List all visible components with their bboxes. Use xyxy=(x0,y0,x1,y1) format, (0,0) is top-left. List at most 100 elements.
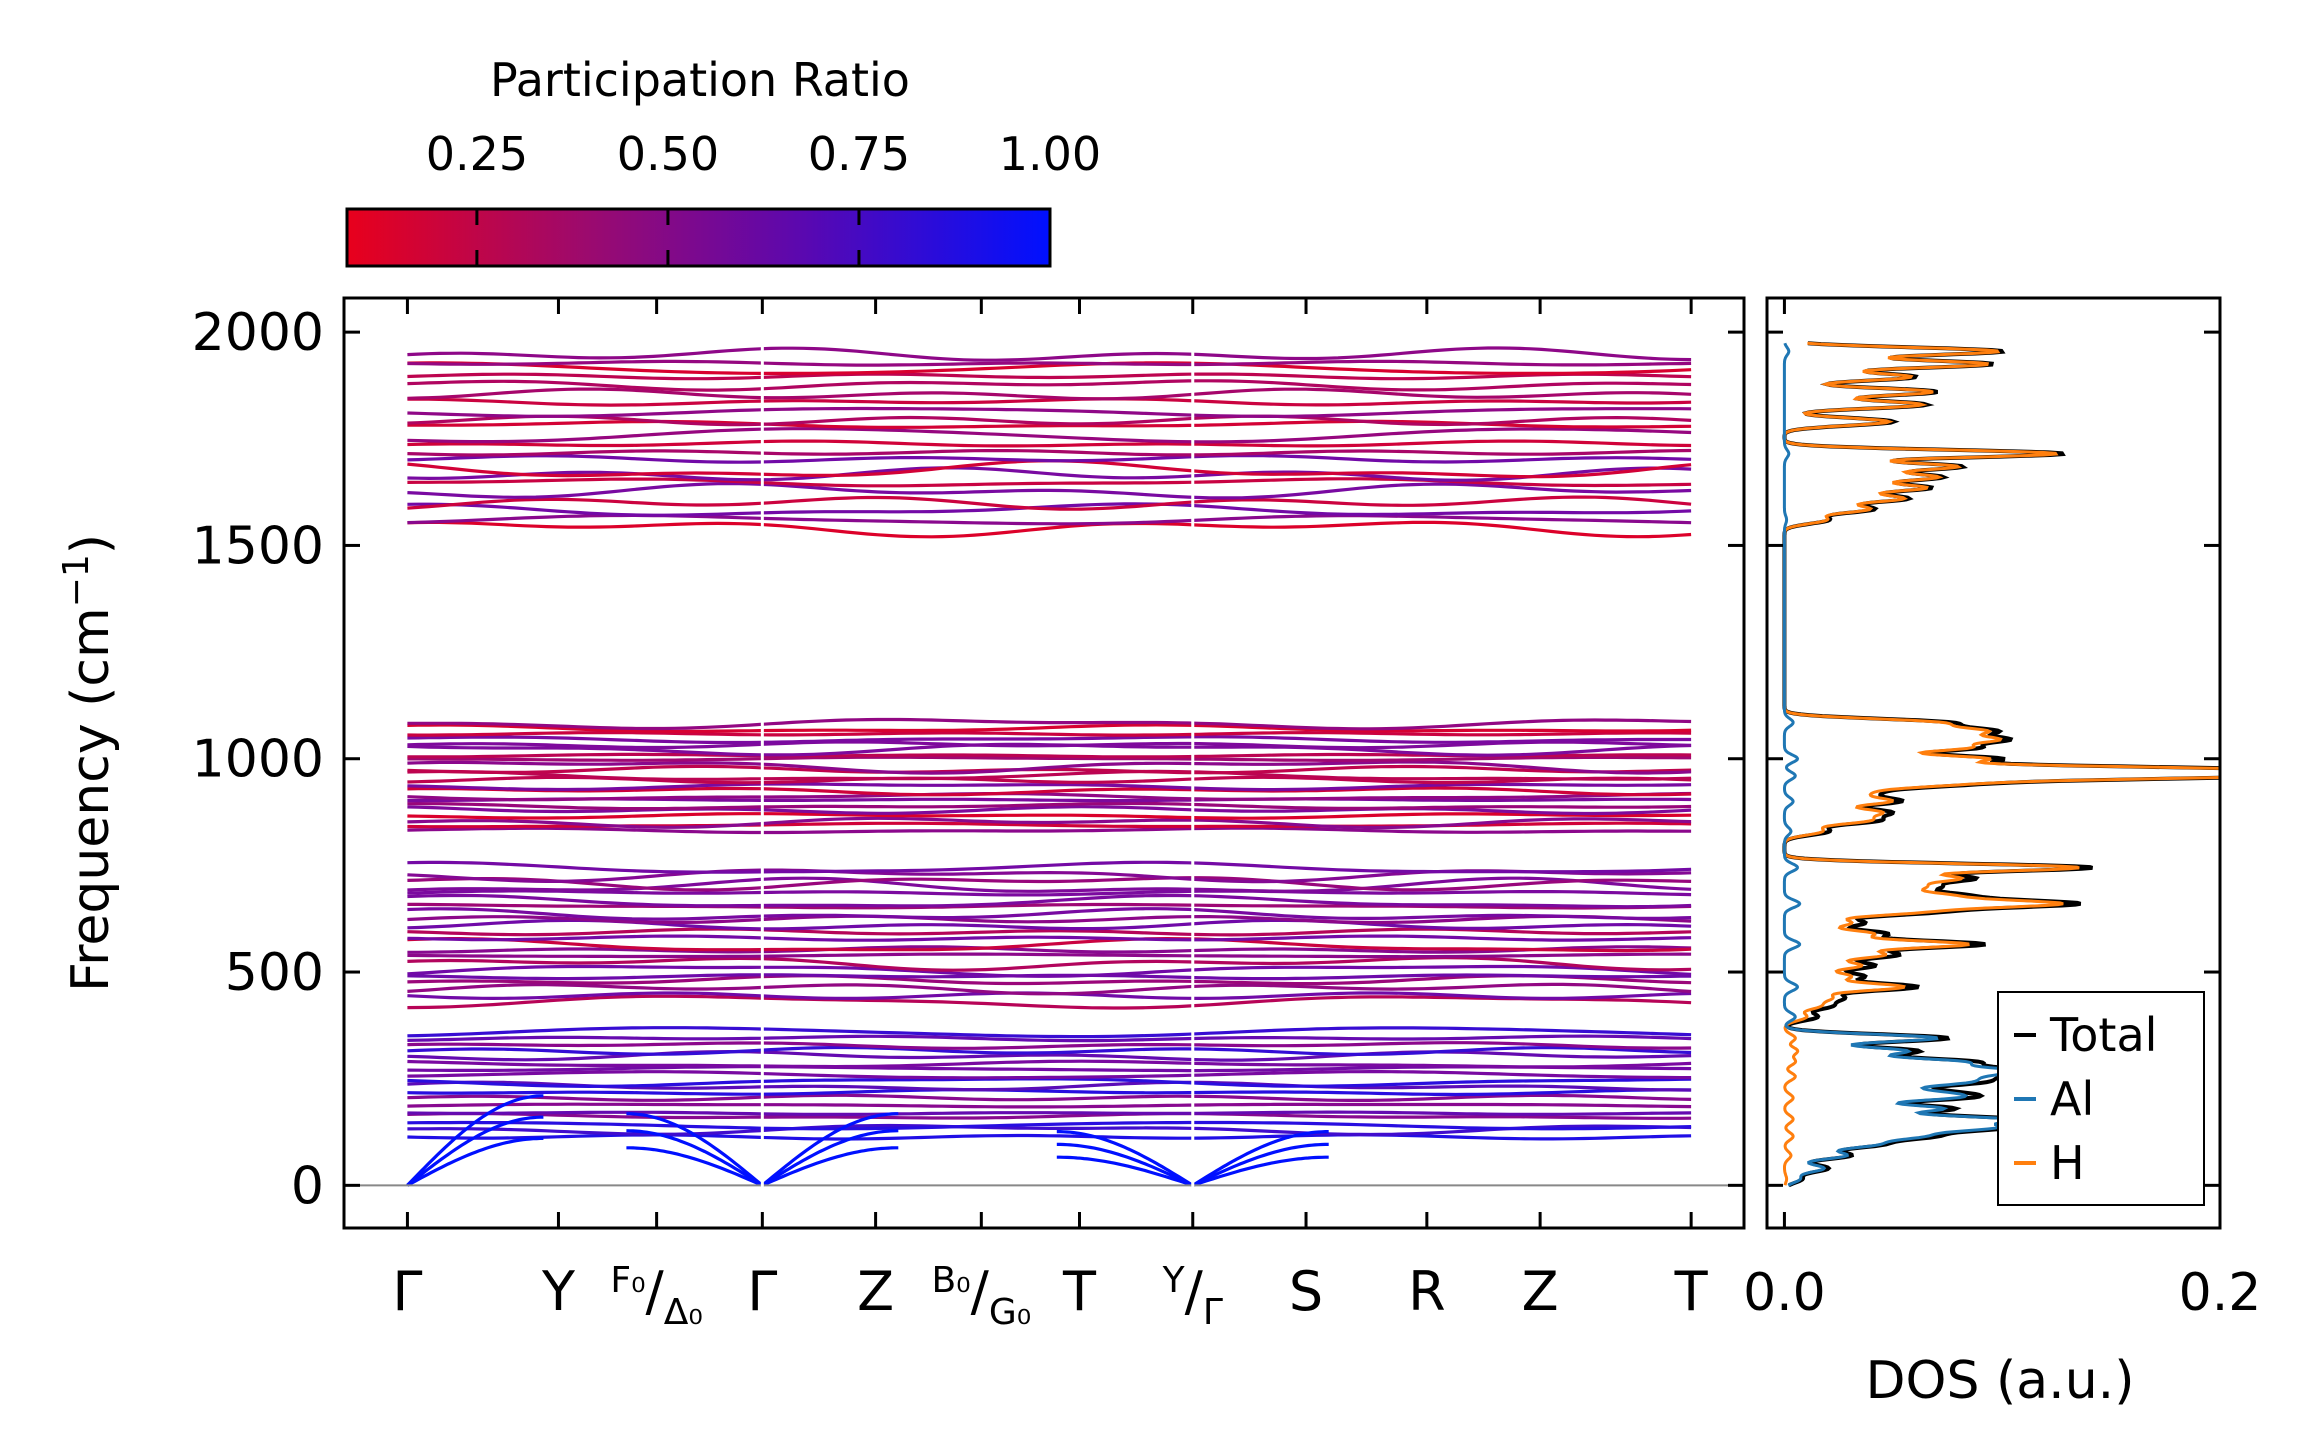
dos-panel: 0.0 0.2 DOS (a.u.) Total Al H xyxy=(1743,296,2261,1411)
band-line xyxy=(407,893,1692,909)
band-line xyxy=(407,816,1692,830)
band-line xyxy=(407,346,1692,362)
colorbar-tick-label: 0.75 xyxy=(808,127,910,181)
band-line xyxy=(407,397,1692,407)
band-line xyxy=(407,801,1692,811)
band-line xyxy=(407,1070,1692,1080)
dos-line-h xyxy=(1782,341,2220,1186)
band-line xyxy=(407,927,1692,937)
band-line xyxy=(407,1045,1692,1057)
acoustic-branch xyxy=(626,1146,763,1187)
band-line xyxy=(407,1049,1692,1062)
colorbar-ticks: 0.25 0.50 0.75 1.00 xyxy=(426,127,1101,266)
band-line xyxy=(407,513,1692,526)
colorbar-tick-label: 0.50 xyxy=(617,127,719,181)
y-tick-label: 1000 xyxy=(192,730,324,790)
y-tick-label: 2000 xyxy=(192,303,324,363)
legend-label: H xyxy=(2050,1136,2085,1190)
band-line xyxy=(407,889,1692,897)
acoustic-branch xyxy=(1191,1130,1329,1187)
band-line xyxy=(407,379,1692,392)
band-line xyxy=(407,730,1692,737)
band-line xyxy=(407,914,1692,925)
high-symmetry-label: Γ xyxy=(747,1260,777,1323)
legend-label: Al xyxy=(2050,1072,2094,1126)
band-line xyxy=(407,876,1692,892)
dos-x-tick-label: 0.0 xyxy=(1743,1263,1826,1323)
band-line xyxy=(407,860,1692,874)
colorbar: Participation Ratio 0.25 0.50 0.75 1.00 xyxy=(345,53,1101,268)
y-tick-label: 1500 xyxy=(192,516,324,576)
band-line xyxy=(407,1093,1692,1102)
band-line xyxy=(407,782,1692,792)
band-line xyxy=(407,936,1692,953)
band-line xyxy=(407,956,1692,972)
y-tick-label: 0 xyxy=(291,1156,324,1216)
band-line xyxy=(407,361,1692,375)
band-line xyxy=(407,414,1692,427)
band-line xyxy=(407,902,1692,910)
high-symmetry-label: Z xyxy=(857,1260,894,1323)
acoustic-branch xyxy=(1192,1155,1329,1187)
band-line xyxy=(407,502,1692,517)
dos-panel-frame xyxy=(1765,296,2222,1230)
high-symmetry-label: B₀/G₀ xyxy=(931,1260,1031,1333)
band-line xyxy=(407,964,1692,978)
band-line xyxy=(407,495,1692,511)
colorbar-gradient xyxy=(345,207,1052,268)
acoustic-branch xyxy=(761,1112,899,1187)
band-line xyxy=(407,481,1692,500)
band-line xyxy=(407,755,1692,762)
band-line xyxy=(407,1059,1692,1069)
acoustic-branch xyxy=(1192,1142,1329,1187)
dos-line-al xyxy=(1782,342,2020,1187)
band-line xyxy=(407,994,1692,1010)
high-symmetry-label: Y xyxy=(541,1260,576,1323)
band-line xyxy=(407,387,1692,401)
band-line xyxy=(407,1120,1692,1131)
high-symmetry-label: T xyxy=(1674,1260,1709,1323)
band-line xyxy=(407,1041,1692,1050)
acoustic-branch xyxy=(1056,1155,1194,1187)
band-line xyxy=(407,876,1692,893)
band-line xyxy=(407,826,1692,835)
band-line xyxy=(407,1133,1692,1141)
band-line xyxy=(407,1111,1692,1120)
band-line xyxy=(407,406,1692,418)
high-symmetry-label: Z xyxy=(1522,1260,1559,1323)
high-symmetry-label: T xyxy=(1062,1260,1097,1323)
dos-axes: 0.0 0.2 xyxy=(1743,298,2261,1323)
colorbar-tick-label: 0.25 xyxy=(426,127,528,181)
band-line xyxy=(407,1110,1692,1116)
band-lines xyxy=(344,298,1744,1228)
band-line xyxy=(407,769,1692,782)
band-line xyxy=(407,1102,1692,1109)
band-structure-panel: 0 500 1000 1500 2000 Γ Y F₀/Δ₀ Γ Z B₀/G₀ T Y/Γ S R Z T F… xyxy=(56,296,1746,1333)
y-axis-label: Frequency (cm−1) xyxy=(56,534,121,992)
legend-label: Total xyxy=(2049,1008,2157,1062)
dos-legend: Total Al H xyxy=(1997,991,2205,1206)
band-line xyxy=(407,717,1692,731)
acoustic-branch xyxy=(761,1146,899,1187)
acoustic-branch xyxy=(1056,1130,1194,1187)
band-axes: 0 500 1000 1500 2000 Γ Y F₀/Δ₀ Γ Z B₀/G₀ T Y/Γ S R Z T xyxy=(192,298,1744,1333)
high-symmetry-label: Y/Γ xyxy=(1162,1260,1223,1333)
acoustic-branch xyxy=(626,1112,764,1187)
band-line xyxy=(407,477,1692,488)
band-line xyxy=(407,1026,1692,1039)
band-line xyxy=(407,439,1692,448)
acoustic-branch xyxy=(1056,1142,1194,1187)
acoustic-branch xyxy=(626,1129,764,1187)
colorbar-tick-label: 1.00 xyxy=(999,127,1101,181)
band-line xyxy=(407,520,1692,539)
colorbar-label: Participation Ratio xyxy=(490,53,910,107)
band-panel-frame xyxy=(342,296,1746,1230)
acoustic-branch xyxy=(406,1094,544,1187)
band-line xyxy=(407,740,1692,750)
band-line xyxy=(407,1034,1692,1043)
band-line xyxy=(407,805,1692,816)
acoustic-branch xyxy=(406,1115,544,1187)
band-line xyxy=(407,723,1692,733)
band-line xyxy=(407,907,1692,921)
